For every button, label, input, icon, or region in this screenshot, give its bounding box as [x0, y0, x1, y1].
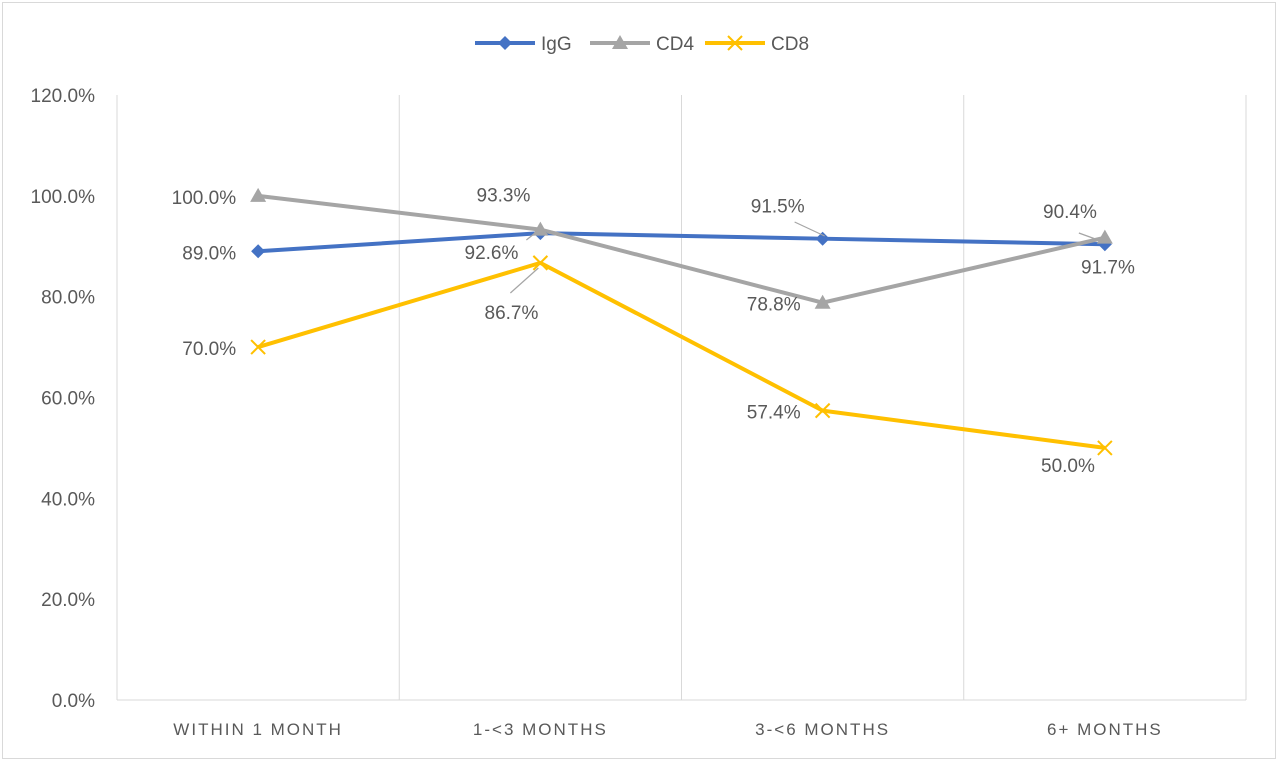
leader-line [794, 221, 825, 237]
x-axis: WITHIN 1 MONTH 1-<3 MONTHS 3-<6 MONTHS 6+ M… [117, 699, 1246, 739]
data-point-diamond [815, 231, 830, 246]
data-point-triangle [1096, 229, 1113, 244]
data-label: 91.5% [751, 197, 805, 218]
data-point-x [727, 35, 743, 51]
y-tick-label: 80.0% [41, 288, 95, 309]
y-tick-label: 60.0% [41, 389, 95, 410]
data-point-x [1097, 440, 1113, 456]
data-label: 100.0% [172, 188, 237, 209]
marker-stroke [532, 255, 549, 271]
series-lines [257, 193, 1106, 450]
data-point-x [250, 339, 266, 355]
data-label: 90.4% [1043, 202, 1097, 223]
leader-line [526, 231, 537, 241]
data-point-x [814, 402, 831, 419]
legend-label: IgG [541, 34, 572, 55]
data-point-triangle [250, 187, 267, 202]
data-label: 93.3% [477, 186, 531, 207]
marker-stroke [727, 35, 743, 51]
series-line-cd4 [257, 193, 1106, 305]
data-label: 57.4% [747, 403, 801, 424]
leader-line [1078, 232, 1102, 242]
series-line-cd8 [257, 260, 1106, 450]
gridlines [116, 95, 1247, 700]
marker-stroke [814, 402, 831, 419]
data-label: 70.0% [182, 339, 236, 360]
data-label: 78.8% [747, 295, 801, 316]
y-tick-label: 40.0% [41, 489, 95, 510]
x-tick-label: 6+ MONTHS [1047, 720, 1163, 739]
series-line-igg [257, 231, 1105, 254]
data-label: 92.6% [465, 243, 519, 264]
legend-label: CD8 [771, 34, 809, 55]
data-point-x [532, 255, 549, 271]
y-tick-label: 0.0% [52, 691, 95, 712]
x-tick-label: 3-<6 MONTHS [755, 720, 890, 739]
x-tick-label: WITHIN 1 MONTH [173, 720, 343, 739]
data-label: 91.7% [1081, 258, 1135, 279]
data-point-diamond [498, 36, 512, 50]
y-tick-label: 120.0% [31, 86, 96, 107]
y-axis: 0.0% 20.0% 40.0% 60.0% 80.0% 100.0% 120.0% [31, 86, 96, 712]
y-tick-label: 20.0% [41, 590, 95, 611]
data-labels: 89.0% 92.6% 91.5% 90.4% 100.0% 93.3% 78.8% 91.7… [172, 186, 1135, 477]
legend: IgG CD4 CD8 [475, 34, 809, 55]
marker-stroke [250, 339, 266, 355]
x-tick-label: 1-<3 MONTHS [473, 720, 608, 739]
leader-line [509, 267, 539, 294]
data-point-triangle [612, 35, 628, 49]
data-point-diamond [251, 244, 266, 259]
data-label: 89.0% [182, 243, 236, 264]
data-label: 50.0% [1041, 456, 1095, 477]
marker-stroke [1097, 440, 1113, 456]
data-point-triangle [814, 294, 831, 309]
data-label: 86.7% [485, 303, 539, 324]
series-markers [250, 187, 1113, 456]
y-tick-label: 100.0% [31, 187, 96, 208]
legend-label: CD4 [656, 34, 694, 55]
label-leader-lines [509, 221, 1102, 294]
